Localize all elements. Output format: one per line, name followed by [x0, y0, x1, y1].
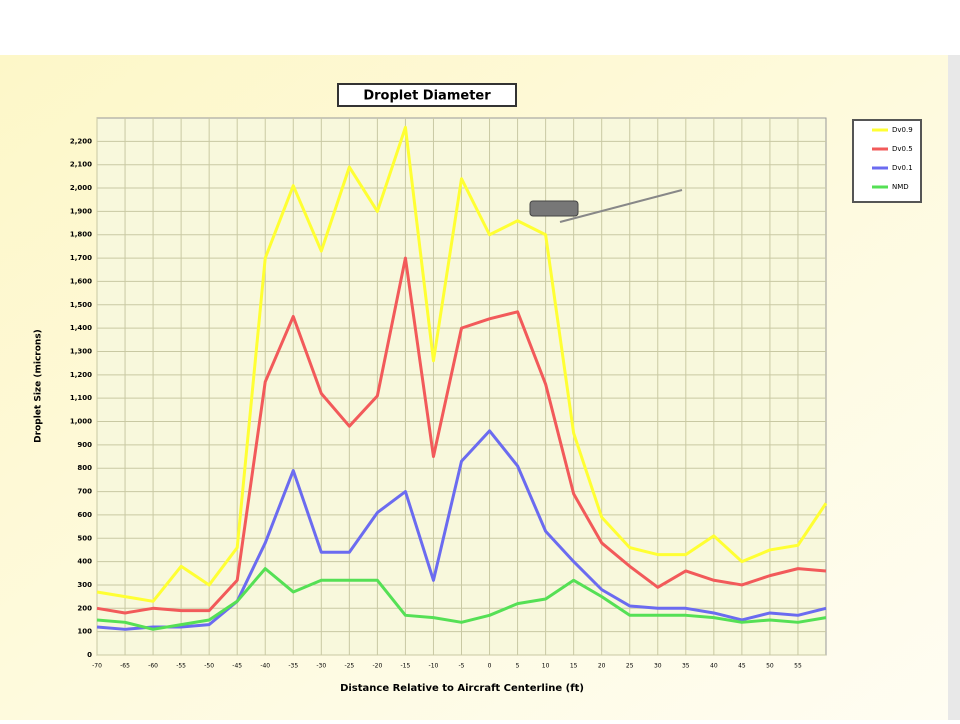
y-tick-label: 600: [77, 511, 92, 519]
y-tick-label: 800: [77, 464, 92, 472]
y-tick-label: 1,000: [70, 418, 92, 426]
y-tick-label: 100: [77, 628, 92, 636]
lines: [96, 125, 828, 631]
y-tick-label: 500: [77, 534, 92, 542]
x-tick-label: 10: [542, 663, 550, 670]
x-tick-label: 0: [488, 663, 492, 670]
x-tick-label: -5: [459, 663, 465, 670]
x-tick-label: 50: [766, 663, 774, 670]
callout-box: [529, 200, 579, 217]
x-tick-label: -10: [429, 663, 439, 670]
x-tick-label: -50: [204, 663, 214, 670]
x-tick-label: -15: [401, 663, 411, 670]
y-tick-label: 300: [77, 581, 92, 589]
y-tick-label: 1,200: [70, 371, 92, 379]
side-strip: [948, 55, 960, 720]
x-tick-label: 35: [682, 663, 690, 670]
x-tick-label: -25: [344, 663, 354, 670]
x-tick-label: -45: [232, 663, 242, 670]
y-tick-label: 200: [77, 604, 92, 612]
y-tick-label: 1,900: [70, 207, 92, 215]
callout-line: [559, 189, 683, 223]
y-tick-label: 1,300: [70, 347, 92, 355]
x-tick-label: 20: [598, 663, 606, 670]
y-tick-label: 1,800: [70, 231, 92, 239]
x-tick-label: 25: [626, 663, 634, 670]
x-tick-label: -40: [260, 663, 270, 670]
x-tick-label: -55: [176, 663, 186, 670]
y-tick-label: 2,000: [70, 184, 92, 192]
x-tick-label: -70: [92, 663, 102, 670]
y-tick-label: 1,400: [70, 324, 92, 332]
x-tick-label: 55: [794, 663, 802, 670]
legend-label: Dv0.5: [892, 145, 913, 153]
legend-label: NMD: [892, 183, 909, 191]
chart-title: Droplet Diameter: [363, 89, 491, 104]
x-tick-label: 30: [654, 663, 662, 670]
y-tick-label: 2,200: [70, 137, 92, 145]
x-tick-label: -65: [120, 663, 130, 670]
y-tick-label: 1,600: [70, 277, 92, 285]
labels: 01002003004005006007008009001,0001,1001,…: [70, 137, 802, 669]
series-line: [96, 429, 827, 631]
y-tick-label: 0: [87, 651, 92, 659]
x-tick-label: -20: [372, 663, 382, 670]
series-line: [96, 567, 827, 631]
x-tick-label: -30: [316, 663, 326, 670]
series-line: [96, 256, 827, 615]
y-tick-label: 1,700: [70, 254, 92, 262]
y-tick-label: 1,100: [70, 394, 92, 402]
series-line: [96, 125, 828, 603]
x-tick-label: 45: [738, 663, 746, 670]
x-tick-label: 5: [516, 663, 520, 670]
y-tick-label: 900: [77, 441, 92, 449]
y-tick-label: 700: [77, 488, 92, 496]
legend-label: Dv0.9: [892, 126, 913, 134]
y-axis-label: Droplet Size (microns): [34, 329, 44, 443]
x-tick-label: 40: [710, 663, 718, 670]
x-axis-label: Distance Relative to Aircraft Centerline…: [340, 683, 584, 694]
y-tick-label: 400: [77, 558, 92, 566]
legend: Dv0.9 Dv0.5 Dv0.1 NMD: [872, 126, 913, 191]
y-tick-label: 2,100: [70, 161, 92, 169]
x-tick-label: -35: [288, 663, 298, 670]
y-tick-label: 1,500: [70, 301, 92, 309]
x-tick-label: 15: [570, 663, 578, 670]
x-tick-label: -60: [148, 663, 158, 670]
title-box: [337, 83, 517, 107]
legend-label: Dv0.1: [892, 164, 913, 172]
